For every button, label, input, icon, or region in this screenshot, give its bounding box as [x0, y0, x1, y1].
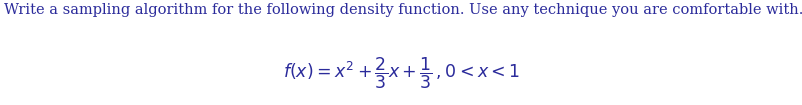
Text: $f(x) = x^2 + \dfrac{2}{3}x + \dfrac{1}{3} \,,0 < x < 1$: $f(x) = x^2 + \dfrac{2}{3}x + \dfrac{1}{… — [282, 56, 520, 91]
Text: Write a sampling algorithm for the following density function. Use any technique: Write a sampling algorithm for the follo… — [4, 3, 802, 17]
